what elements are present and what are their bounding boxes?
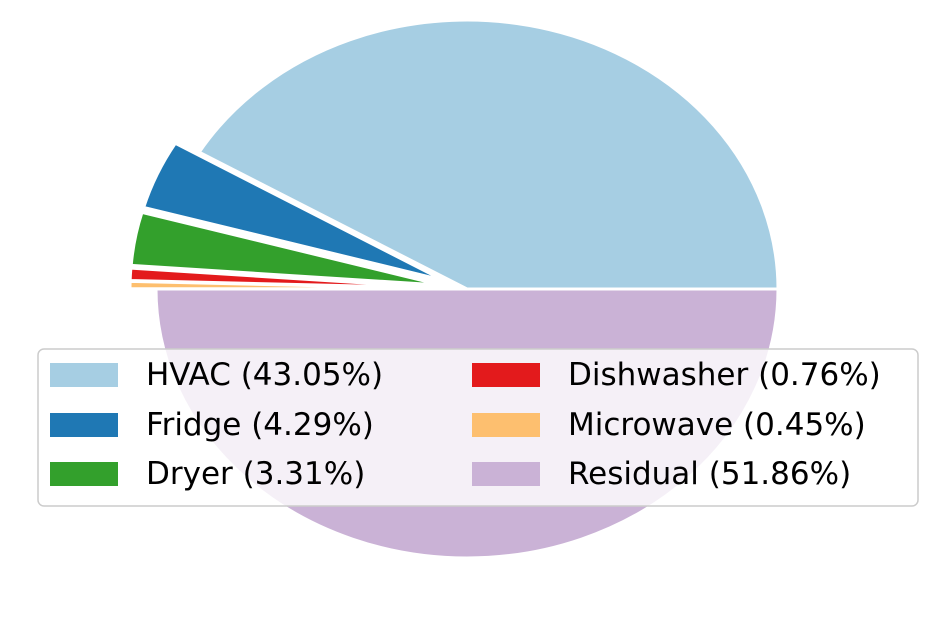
legend-swatch-hvac (50, 363, 118, 387)
legend-label-hvac: HVAC (43.05%) (146, 357, 383, 393)
legend-item-dryer: Dryer (3.31%) (50, 456, 365, 492)
legend-item-hvac: HVAC (43.05%) (50, 357, 383, 393)
legend-swatch-fridge (50, 413, 118, 437)
legend-swatch-dryer (50, 462, 118, 486)
pie-slice-fridge (141, 141, 444, 282)
pie-slice-microwave (128, 279, 442, 291)
legend-label-fridge: Fridge (4.29%) (146, 407, 374, 443)
pie-slice-dryer (129, 210, 442, 287)
legend-item-microwave: Microwave (0.45%) (472, 407, 866, 443)
legend: HVAC (43.05%) Fridge (4.29%) Dryer (3.31%)… (37, 348, 919, 507)
legend-item-fridge: Fridge (4.29%) (50, 407, 374, 443)
legend-swatch-residual (472, 462, 540, 486)
legend-item-dishwasher: Dishwasher (0.76%) (472, 357, 881, 393)
legend-label-dryer: Dryer (3.31%) (146, 456, 365, 492)
legend-swatch-microwave (472, 413, 540, 437)
legend-item-residual: Residual (51.86%) (472, 456, 851, 492)
legend-swatch-dishwasher (472, 363, 540, 387)
legend-label-residual: Residual (51.86%) (568, 456, 851, 492)
pie-slice-hvac (197, 18, 780, 291)
legend-label-microwave: Microwave (0.45%) (568, 407, 866, 443)
legend-label-dishwasher: Dishwasher (0.76%) (568, 357, 881, 393)
